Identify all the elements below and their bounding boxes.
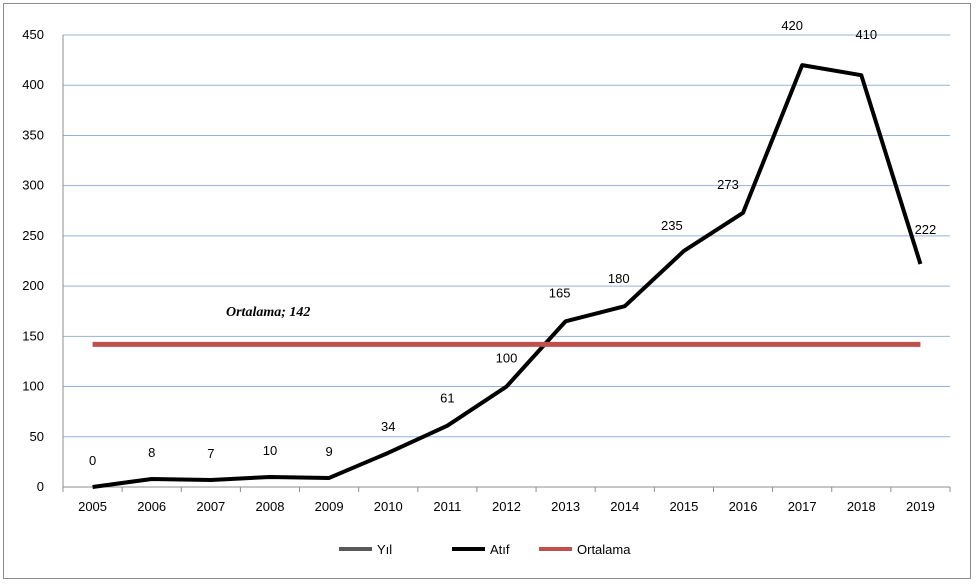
data-label: 8 — [148, 445, 155, 460]
x-tick-label: 2018 — [847, 499, 876, 514]
x-axis: 2005 2006 2007 2008 2009 2010 2011 2012 2013 2014… — [62, 486, 951, 514]
y-tick-label: 300 — [22, 178, 44, 193]
average-annotation: Ortalama; 142 — [226, 305, 310, 320]
y-tick-label: 50 — [30, 429, 44, 444]
data-label: 100 — [496, 351, 518, 366]
data-label: 180 — [608, 271, 630, 286]
data-label: 9 — [325, 444, 332, 459]
x-tick-label: 2014 — [610, 499, 639, 514]
series-layer — [92, 63, 923, 489]
x-tick-label: 2009 — [315, 499, 344, 514]
data-label: 222 — [915, 222, 937, 237]
x-tick-label: 2016 — [729, 499, 758, 514]
data-label: 165 — [549, 285, 571, 300]
data-label: 410 — [855, 27, 877, 42]
x-tick-label: 2006 — [137, 499, 166, 514]
legend: Yıl Atıf Ortalama — [339, 542, 631, 557]
x-tick-label: 2015 — [669, 499, 698, 514]
x-tick-label: 2013 — [551, 499, 580, 514]
x-tick-label: 2011 — [433, 499, 461, 514]
data-label: 7 — [207, 446, 214, 461]
x-tick-label: 2012 — [492, 499, 521, 514]
x-tick-label: 2017 — [788, 499, 817, 514]
legend-label-3: Ortalama — [577, 542, 631, 557]
x-tick-label: 2019 — [906, 499, 935, 514]
data-label: 273 — [717, 177, 739, 192]
legend-label-2: Atıf — [490, 542, 510, 557]
y-tick-label: 400 — [22, 77, 44, 92]
data-label: 10 — [263, 443, 277, 458]
data-label: 0 — [89, 453, 96, 468]
data-label: 61 — [440, 391, 454, 406]
y-tick-label: 250 — [22, 228, 44, 243]
data-label: 420 — [781, 18, 803, 33]
gridlines — [63, 34, 950, 438]
x-tick-label: 2005 — [78, 499, 107, 514]
y-tick-label: 450 — [22, 27, 44, 42]
data-labels: 0 8 7 10 9 34 61 100 165 180 235 273 420 410 222 Ortala… — [89, 18, 936, 468]
chart-frame — [3, 3, 971, 579]
y-tick-label: 0 — [37, 479, 44, 494]
data-label: 235 — [661, 218, 683, 233]
y-tick-label: 200 — [22, 278, 44, 293]
y-tick-label: 100 — [22, 379, 44, 394]
x-tick-label: 2008 — [256, 499, 285, 514]
data-label: 34 — [381, 419, 395, 434]
series-line-atif — [92, 63, 923, 489]
y-tick-label: 350 — [22, 127, 44, 142]
x-tick-label: 2010 — [374, 499, 403, 514]
x-tick-label: 2007 — [196, 499, 225, 514]
legend-label-1: Yıl — [377, 542, 392, 557]
y-axis: 0 50 100 150 200 250 300 350 400 450 — [22, 27, 64, 494]
y-tick-label: 150 — [22, 328, 44, 343]
